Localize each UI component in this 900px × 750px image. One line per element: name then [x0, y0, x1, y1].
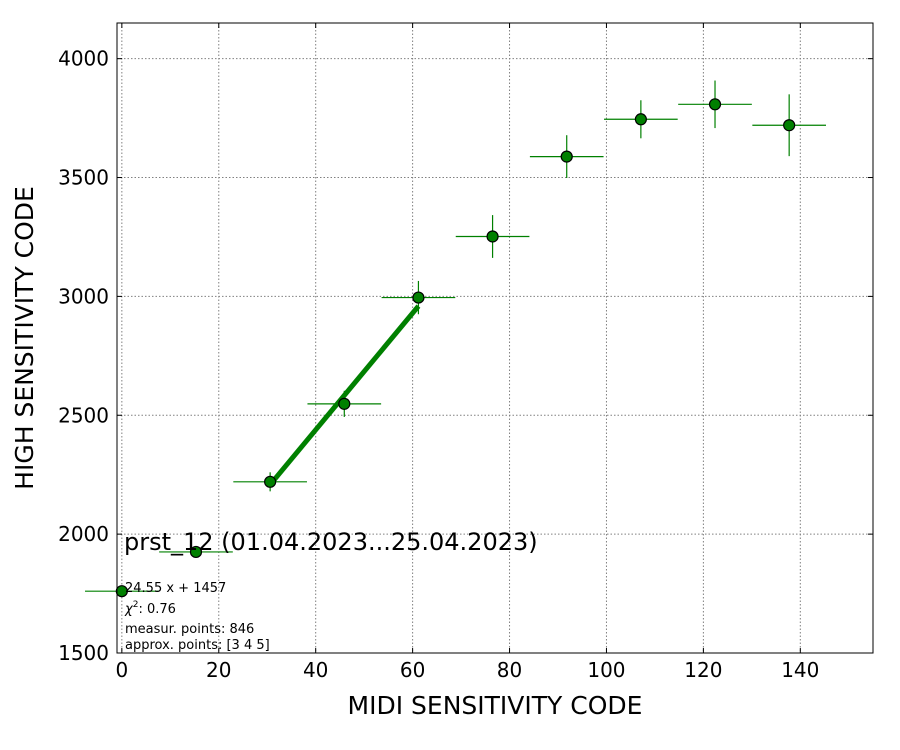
data-point: [560, 150, 573, 163]
data-point: [189, 545, 203, 559]
data-point: [264, 475, 277, 488]
x-axis-label: MIDI SENSITIVITY CODE: [348, 691, 643, 720]
x-tick-label: 140: [781, 658, 819, 682]
data-point: [783, 119, 796, 132]
y-tick-label: 2500: [58, 403, 109, 427]
chart-title: prst_12 (01.04.2023...25.04.2023): [124, 528, 538, 556]
y-tick-label: 3000: [58, 284, 109, 308]
y-tick-label: 1500: [58, 641, 109, 665]
x-tick-label: 100: [587, 658, 625, 682]
error-bars: [85, 80, 826, 593]
data-point: [486, 230, 499, 243]
chi-superscript: 2: [133, 600, 139, 610]
x-tick-label: 0: [115, 658, 128, 682]
fit-equation-label: 24.55 x + 1457: [125, 581, 226, 596]
axis-ticks: 0 20 40 60 80 100 120 140 1500 2000 2500 3000 3500 40…: [58, 23, 873, 682]
y-tick-label: 3500: [58, 166, 109, 190]
chi-symbol: χ: [124, 602, 134, 617]
chi-square-value: : 0.76: [138, 602, 175, 617]
chi-square-label: χ2: 0.76: [124, 600, 176, 617]
data-point: [634, 113, 647, 126]
data-point: [708, 98, 722, 111]
plot-frame: [116, 22, 874, 654]
x-tick-label: 80: [497, 658, 522, 682]
x-tick-label: 60: [400, 658, 425, 682]
x-tick-label: 20: [206, 658, 231, 682]
x-tick-label: 120: [684, 658, 722, 682]
data-point: [412, 291, 425, 304]
measur-points-label: measur. points: 846: [125, 622, 254, 637]
approx-points-label: approx. points: [3 4 5]: [125, 638, 270, 653]
y-axis-label: HIGH SENSITIVITY CODE: [10, 186, 39, 490]
grid-lines: [117, 23, 873, 653]
y-tick-label: 4000: [58, 47, 109, 71]
y-tick-label: 2000: [58, 522, 109, 546]
data-point: [338, 397, 351, 410]
x-tick-label: 40: [303, 658, 328, 682]
data-point: [115, 585, 128, 598]
data-points: [115, 98, 796, 598]
